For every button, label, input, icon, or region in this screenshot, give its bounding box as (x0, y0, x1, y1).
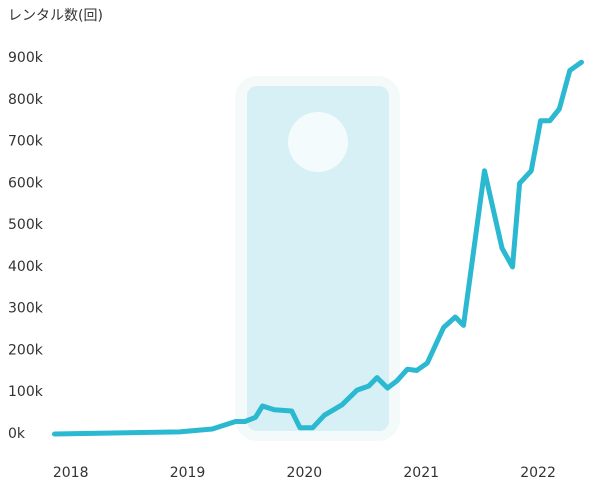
chart: レンタル数(回) 0k 100k 200k 300k 400k 500k 600k 700k 8… (0, 0, 593, 487)
x-tick-label: 2022 (520, 465, 556, 481)
y-tick-label: 0k (8, 426, 26, 442)
x-tick-label: 2020 (287, 465, 323, 481)
y-tick-label: 800k (8, 92, 44, 108)
y-tick-label: 600k (8, 175, 44, 191)
y-tick-label: 900k (8, 50, 44, 66)
y-tick-label: 400k (8, 259, 44, 275)
y-tick-label: 200k (8, 342, 44, 358)
x-tick-label: 2019 (170, 465, 206, 481)
background-logo (288, 112, 348, 172)
x-tick-label: 2018 (53, 465, 89, 481)
axis-title: レンタル数(回) (8, 8, 103, 24)
page: レンタル数(回) 0k 100k 200k 300k 400k 500k 600k 700k 8… (0, 0, 593, 487)
y-tick-label: 500k (8, 217, 44, 233)
x-tick-label: 2021 (403, 465, 439, 481)
y-tick-label: 100k (8, 384, 44, 400)
y-tick-label: 700k (8, 134, 44, 150)
y-tick-label: 300k (8, 301, 44, 317)
